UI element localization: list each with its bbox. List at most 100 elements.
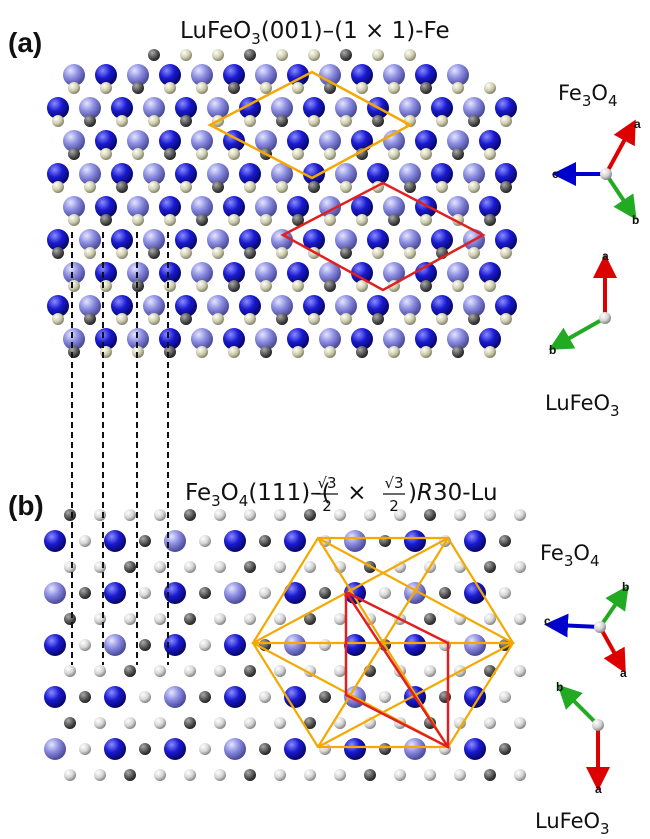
atom <box>499 691 511 703</box>
atom <box>244 181 256 193</box>
atom <box>420 148 432 160</box>
figure: (a) LuFeO3(001)–(1 × 1)-Fe Fe3O4 LuFeO3 … <box>0 0 650 839</box>
atom <box>452 280 464 292</box>
atom <box>94 613 106 625</box>
atom <box>500 247 512 259</box>
atom <box>499 743 511 755</box>
atom <box>148 115 160 127</box>
atom <box>372 49 384 61</box>
atom <box>379 535 391 547</box>
atom <box>100 148 112 160</box>
atom <box>68 346 80 358</box>
atom <box>424 509 436 521</box>
atom <box>454 769 466 781</box>
axis-arrow <box>556 625 600 627</box>
atom <box>164 280 176 292</box>
atom <box>436 181 448 193</box>
atom <box>212 247 224 259</box>
atom <box>424 769 436 781</box>
atom <box>260 346 272 358</box>
atom <box>424 665 436 677</box>
atom <box>224 634 246 656</box>
atom <box>372 115 384 127</box>
atom <box>44 530 66 552</box>
atom <box>64 665 76 677</box>
atom <box>244 769 256 781</box>
atom <box>340 115 352 127</box>
atom <box>64 717 76 729</box>
atom <box>84 115 96 127</box>
atom <box>500 115 512 127</box>
atom <box>340 181 352 193</box>
fraction-den: 2 <box>389 497 399 515</box>
atom <box>468 181 480 193</box>
atom <box>79 743 91 755</box>
atom <box>100 82 112 94</box>
atom <box>94 665 106 677</box>
atom <box>404 313 416 325</box>
atom <box>452 346 464 358</box>
frame-sub: 4 <box>608 92 618 110</box>
axis-origin <box>599 312 611 324</box>
atom <box>214 561 226 573</box>
atom <box>68 214 80 226</box>
title-sub: 3 <box>251 30 261 48</box>
atom <box>364 769 376 781</box>
atom <box>244 561 256 573</box>
atom <box>180 313 192 325</box>
atom <box>499 587 511 599</box>
atom <box>344 530 366 552</box>
atom <box>228 214 240 226</box>
atom <box>199 535 211 547</box>
atom <box>292 82 304 94</box>
atom <box>214 509 226 521</box>
axis-arrow <box>559 318 605 344</box>
atom <box>334 509 346 521</box>
atom <box>356 82 368 94</box>
atom <box>68 82 80 94</box>
atom <box>64 769 76 781</box>
atom <box>484 613 496 625</box>
atom <box>184 717 196 729</box>
atom <box>196 346 208 358</box>
frame-sub: 3 <box>600 820 610 838</box>
atom <box>484 148 496 160</box>
atom <box>139 743 151 755</box>
title-part: O <box>221 480 239 506</box>
frame-name: Fe3O4 <box>540 541 599 570</box>
atom <box>164 346 176 358</box>
atom <box>484 717 496 729</box>
atom <box>199 587 211 599</box>
atom <box>340 49 352 61</box>
atom <box>356 346 368 358</box>
atom <box>484 346 496 358</box>
atom <box>308 313 320 325</box>
atom <box>276 181 288 193</box>
atom <box>452 148 464 160</box>
frame-name: LuFeO3 <box>545 391 620 420</box>
atom <box>100 346 112 358</box>
atom <box>514 665 526 677</box>
axis-label: b <box>632 213 639 227</box>
atom <box>228 346 240 358</box>
atom <box>260 280 272 292</box>
atom <box>214 717 226 729</box>
atom <box>184 613 196 625</box>
atom <box>214 665 226 677</box>
atom <box>154 509 166 521</box>
atom <box>344 634 366 656</box>
atom <box>304 769 316 781</box>
title-part: 30-Lu <box>433 480 498 506</box>
atom <box>228 82 240 94</box>
atom <box>284 530 306 552</box>
atom <box>44 738 66 760</box>
atom <box>228 148 240 160</box>
atom <box>499 535 511 547</box>
atom <box>308 115 320 127</box>
atom <box>154 769 166 781</box>
atom <box>319 639 331 651</box>
atom <box>514 509 526 521</box>
atom <box>468 115 480 127</box>
atom <box>94 769 106 781</box>
atom <box>304 509 316 521</box>
